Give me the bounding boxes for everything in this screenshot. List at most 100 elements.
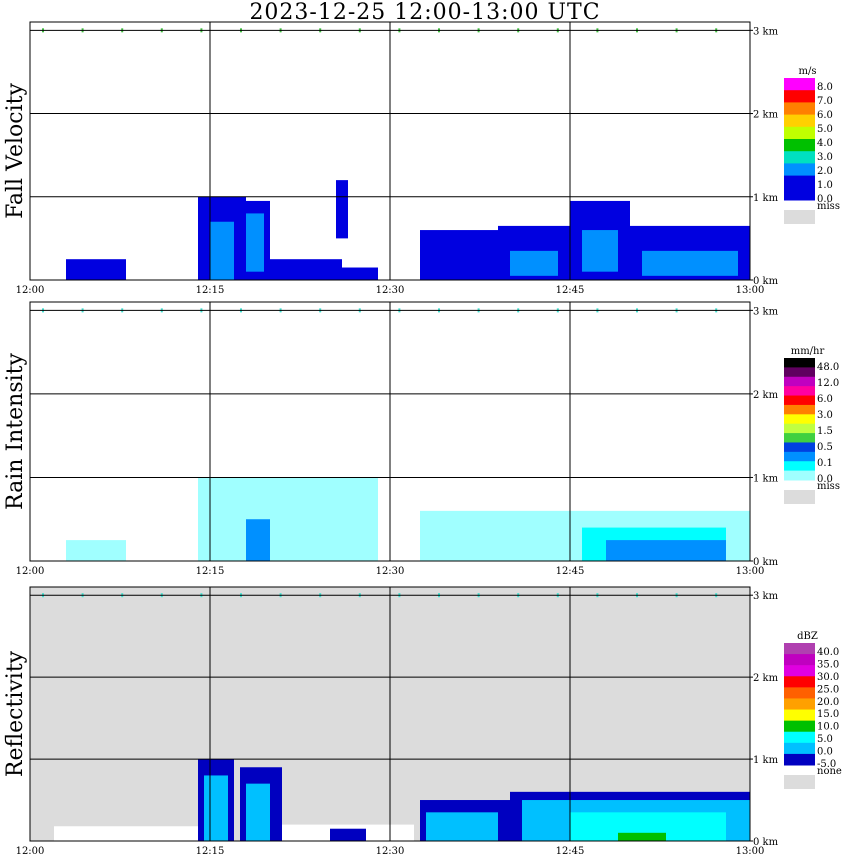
legend-swatch (784, 395, 815, 406)
legend-missing-swatch (784, 210, 815, 224)
legend-swatch (784, 451, 815, 462)
panel-frame (29, 586, 751, 842)
legend-label: 0.0 (817, 747, 833, 758)
echo-region (204, 775, 228, 841)
chart-title: 2023-12-25 12:00-13:00 UTC (249, 0, 601, 25)
legend-label: 10.0 (817, 722, 839, 733)
legend-label: 0.1 (817, 458, 833, 469)
panel-frame (29, 301, 751, 562)
y-tick-label: 2 km (753, 110, 779, 121)
echo-region (642, 250, 738, 276)
legend-swatch (784, 404, 815, 415)
y-tick-label: 3 km (753, 591, 779, 602)
legend-label: 48.0 (817, 362, 839, 373)
y-tick-label: 0 km (753, 837, 779, 848)
y-tick-label: 3 km (753, 26, 779, 37)
echo-region (66, 540, 126, 561)
legend-label: -5.0 (817, 759, 836, 770)
legend-swatch (784, 358, 815, 368)
x-tick-label: 12:45 (556, 285, 585, 296)
legend-unit: mm/hr (791, 346, 825, 357)
legend-label: 1.0 (817, 180, 833, 191)
legend-swatch (784, 731, 815, 744)
legend-missing-label: miss (817, 481, 840, 492)
x-tick-label: 12:30 (376, 566, 405, 577)
y-tick-label: 2 km (753, 390, 779, 401)
legend-swatch (784, 470, 815, 481)
panel-frame (29, 21, 751, 281)
echo-region (342, 267, 378, 280)
legend-label: 7.0 (817, 96, 833, 107)
echo-region (336, 180, 348, 239)
echo-region (246, 519, 270, 561)
echo-region (618, 832, 666, 841)
echo-region (582, 230, 618, 272)
echo-region (198, 477, 378, 561)
echo-region (426, 812, 498, 841)
legend-label: 5.0 (817, 124, 833, 135)
legend-swatch (784, 654, 815, 666)
legend-label: 40.0 (817, 647, 839, 658)
legend-swatch (784, 114, 815, 128)
echo-region (510, 250, 558, 276)
legend-label: 6.0 (817, 110, 833, 121)
legend-label: 6.0 (817, 394, 833, 405)
legend-label: 3.0 (817, 152, 833, 163)
panel-3: 0 km 1 km 2 km 3 km 12:00 12:15 12:30 12:45 13:0… (3, 586, 842, 857)
legend-swatch (784, 376, 815, 387)
legend-swatch (784, 102, 815, 116)
legend-missing-label: miss (817, 201, 840, 212)
x-tick-label: 12:30 (376, 846, 405, 857)
y-tick-label: 1 km (753, 193, 779, 204)
legend-swatch (784, 139, 815, 152)
legend-swatch (784, 367, 815, 378)
legend-swatch (784, 709, 815, 722)
y-tick-label: 3 km (753, 306, 779, 317)
y-tick-label: 1 km (753, 755, 779, 766)
y-axis-title: Rain Intensity (3, 352, 28, 509)
x-tick-label: 12:30 (376, 285, 405, 296)
legend-label: 35.0 (817, 659, 839, 670)
y-tick-label: 0 km (753, 557, 779, 568)
legend-label: 0.5 (817, 442, 833, 453)
y-tick-label: 2 km (753, 673, 779, 684)
legend-swatch (784, 423, 815, 434)
legend-swatch (784, 151, 815, 164)
x-tick-label: 13:00 (736, 566, 765, 577)
echo-region (330, 828, 366, 841)
legend-label: 2.0 (817, 166, 833, 177)
legend-swatch (784, 753, 815, 766)
echo-region (246, 213, 264, 272)
legend-swatch (784, 90, 815, 103)
legend-swatch (784, 698, 815, 711)
legend-swatch (784, 442, 815, 453)
echo-region (66, 259, 126, 280)
echo-region (606, 540, 726, 561)
legend-swatch (784, 175, 815, 189)
legend-label: 4.0 (817, 138, 833, 149)
legend-swatch (784, 414, 815, 425)
legend-label: 0.0 (817, 474, 833, 485)
x-tick-label: 12:45 (556, 846, 585, 857)
legend-swatch (784, 433, 815, 443)
legend-missing-label: none (817, 766, 842, 777)
y-axis-title: Reflectivity (3, 650, 28, 777)
legend-swatch (784, 163, 815, 177)
x-tick-label: 12:15 (196, 846, 225, 857)
legend-label: 12.0 (817, 378, 839, 389)
legend-swatch (784, 665, 815, 677)
legend-swatch (784, 720, 815, 733)
echo-region (54, 826, 198, 841)
legend-swatch (784, 687, 815, 699)
legend-label: 0.0 (817, 194, 833, 205)
legend-swatch (784, 461, 815, 472)
legend-missing-swatch (784, 490, 815, 504)
echo-region (210, 221, 234, 280)
panel-2: 0 km 1 km 2 km 3 km 12:00 12:15 12:30 12:45 13:0… (3, 301, 840, 577)
echo-region (270, 259, 342, 280)
x-tick-label: 13:00 (736, 285, 765, 296)
legend-label: 5.0 (817, 734, 833, 745)
x-tick-label: 12:45 (556, 566, 585, 577)
legend-swatch (784, 126, 815, 140)
